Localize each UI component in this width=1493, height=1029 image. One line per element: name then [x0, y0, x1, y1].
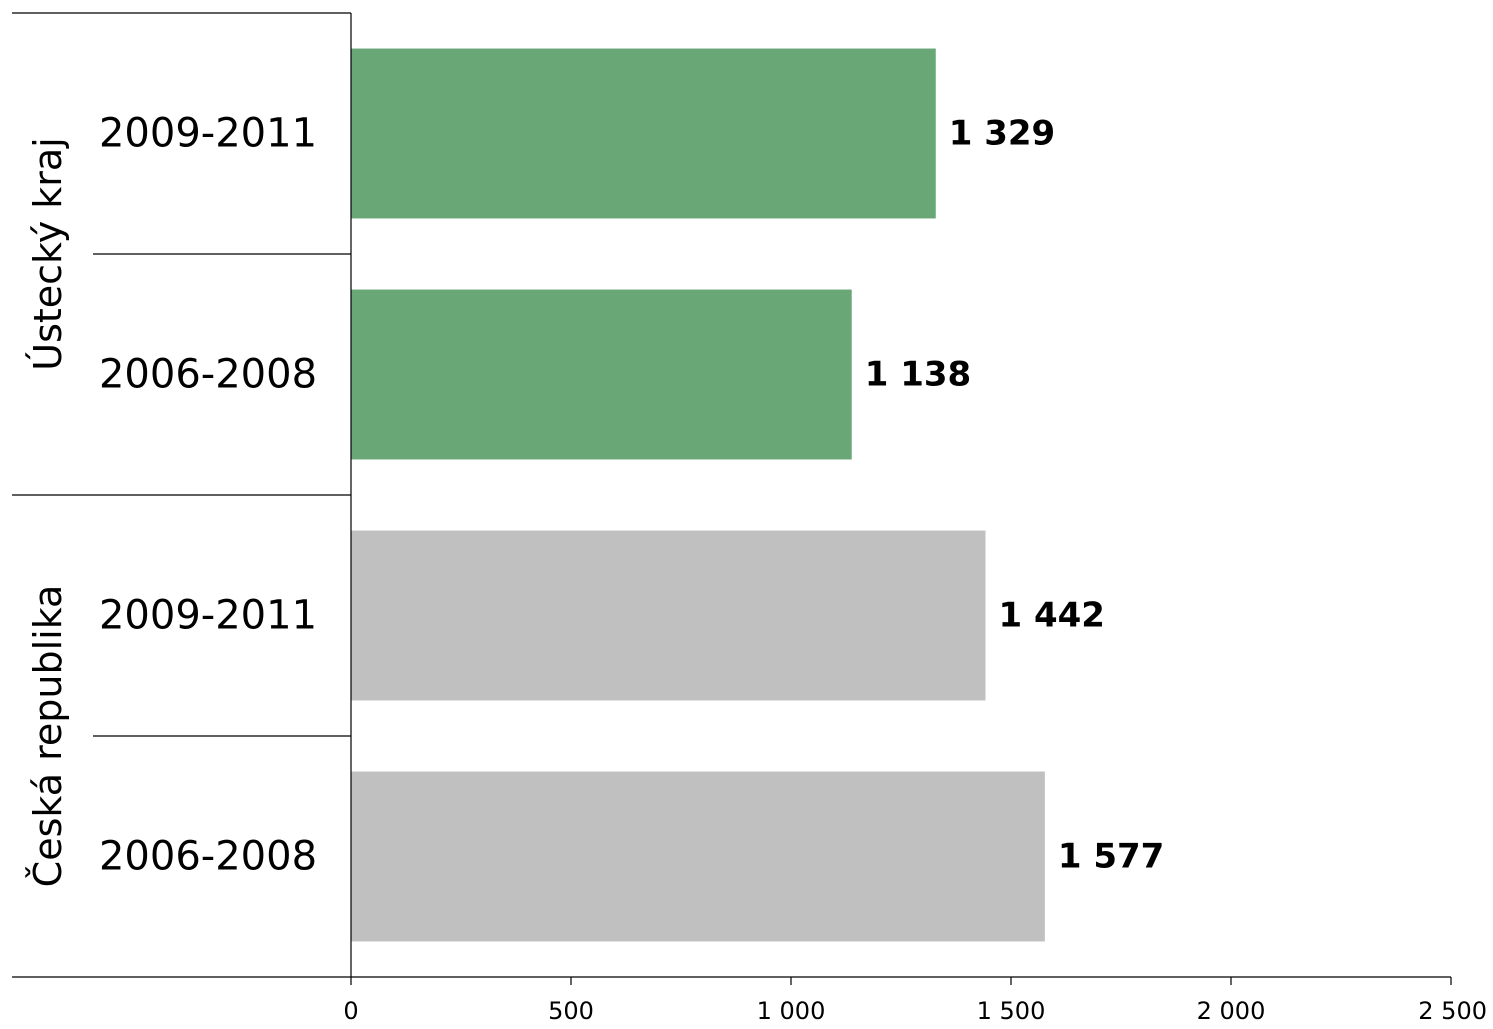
bar — [351, 771, 1045, 942]
data-label: 1 442 — [998, 596, 1104, 636]
x-tick-label: 500 — [548, 997, 594, 1025]
category-label: 2006-2008 — [99, 834, 317, 880]
x-tick-label: 1 500 — [977, 997, 1046, 1025]
data-label: 1 138 — [865, 355, 971, 395]
x-tick-label: 1 000 — [757, 997, 826, 1025]
bar — [351, 48, 936, 219]
x-tick-label: 2 500 — [1418, 997, 1487, 1025]
category-label: 2009-2011 — [99, 593, 317, 639]
bar — [351, 289, 852, 460]
bar — [351, 530, 986, 701]
group-label: Česká republika — [26, 585, 70, 888]
category-label: 2009-2011 — [99, 111, 317, 157]
data-label: 1 329 — [949, 114, 1055, 154]
category-label: 2006-2008 — [99, 352, 317, 398]
data-label: 1 577 — [1058, 837, 1164, 877]
x-tick-label: 2 000 — [1197, 997, 1266, 1025]
x-tick-label: 0 — [343, 997, 358, 1025]
group-label: Ústecký kraj — [26, 137, 70, 370]
